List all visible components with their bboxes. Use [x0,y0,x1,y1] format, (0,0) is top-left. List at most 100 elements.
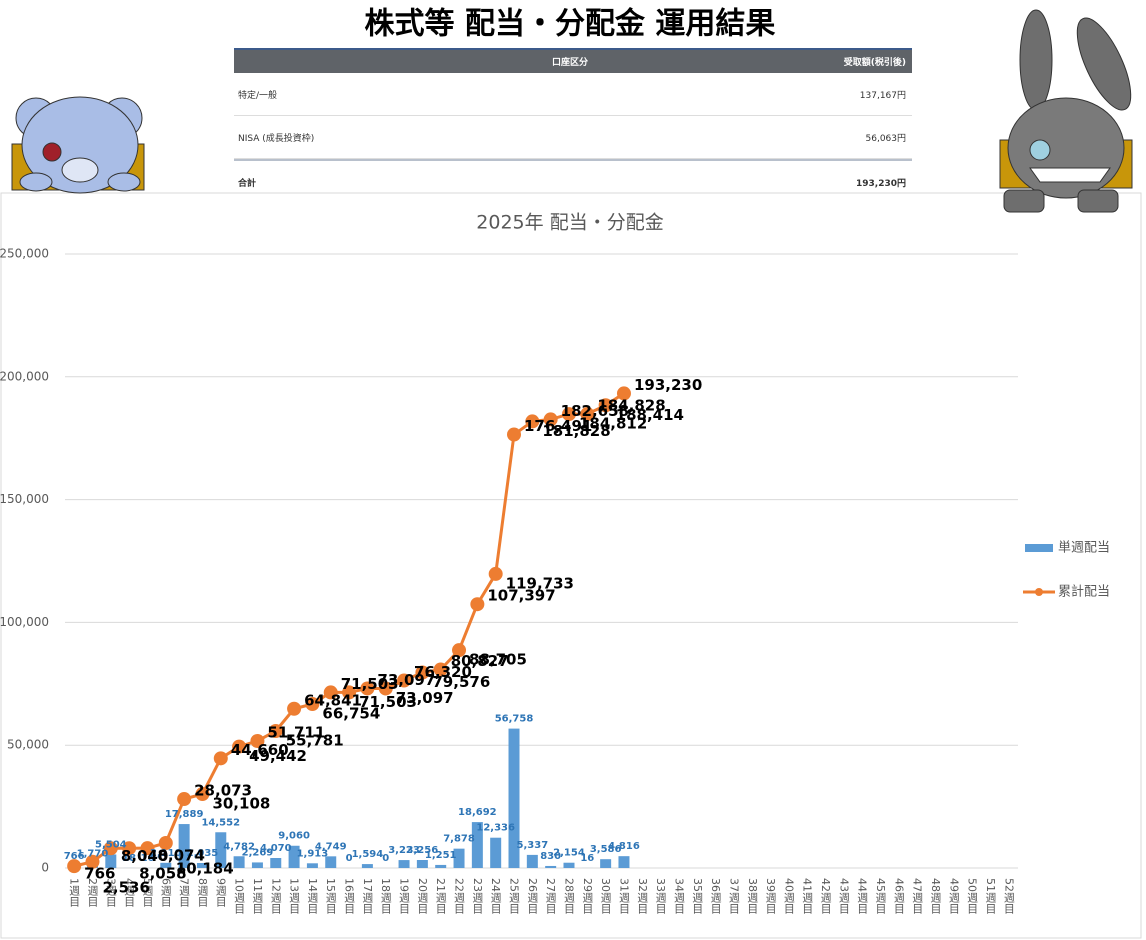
data-label: 3,223 [388,845,420,856]
x-tick-label: 52週目 [1002,878,1015,914]
x-tick-label: 17週目 [361,878,374,914]
line-marker [213,751,228,766]
x-tick-label: 48週目 [929,878,942,914]
x-tick-label: 18週目 [379,878,392,914]
data-label: 10,184 [176,859,234,877]
chart-frame [0,192,1142,939]
bar [325,856,337,868]
data-label: 14,552 [201,817,240,828]
line-marker [287,701,302,716]
line-marker [397,673,412,688]
bar [270,858,282,868]
y-tick-label: 150,000 [0,492,49,506]
bar [178,824,190,868]
data-label: 4,782 [223,841,255,852]
summary-table: 口座区分 受取額(税引後) 特定/一般 137,167円 NISA (成長投資枠… [234,48,912,203]
bar [508,728,520,868]
legend-swatch [1025,544,1053,552]
line-marker [525,414,540,429]
data-label: 17,889 [165,809,204,820]
data-label: 16 [580,853,594,864]
data-label: 830 [540,851,561,862]
header-cell: 受取額(税引後) [843,58,906,68]
line-marker [598,398,613,413]
data-label: 2,035 [187,848,219,859]
data-label: 3,256 [407,845,439,856]
data-label: 0 [382,853,389,864]
y-tick-label: 250,000 [0,247,49,261]
line-marker [616,386,631,401]
x-tick-label: 1週目 [68,878,81,907]
bar [490,837,502,868]
x-tick-label: 43週目 [837,878,850,914]
x-tick-label: 7週目 [178,878,191,907]
bar [398,860,410,868]
x-tick-label: 36週目 [709,878,722,914]
x-tick-label: 29週目 [581,878,594,914]
cell: 56,063円 [865,133,907,144]
data-label: 766 [84,865,115,883]
x-tick-label: 6週目 [159,878,172,907]
y-tick-label: 200,000 [0,369,49,383]
line-marker [158,835,173,850]
line-marker [195,787,210,802]
data-label: 188,414 [616,406,684,424]
x-tick-label: 40週目 [782,878,795,914]
data-label: 49,442 [249,747,307,765]
line-marker [488,566,503,581]
x-tick-label: 26週目 [526,878,539,914]
line-marker [268,724,283,739]
x-tick-label: 34週目 [672,878,685,914]
line-marker [323,685,338,700]
data-label: 107,397 [487,587,555,605]
bar [215,832,227,868]
data-label: 73,097 [377,671,435,689]
data-label: 8,040 [121,847,168,865]
line-marker [67,859,82,874]
x-tick-label: 2週目 [86,878,99,907]
x-tick-label: 35週目 [691,878,704,914]
bear-illustration [11,96,145,194]
table-header: 口座区分 受取額(税引後) [234,48,912,73]
data-label: 44,660 [231,741,289,759]
data-label: 184,812 [579,415,647,433]
data-label: 4,816 [608,841,640,852]
x-tick-label: 21週目 [434,878,447,914]
bar [618,856,630,868]
data-label: 3,586 [590,844,622,855]
x-tick-label: 30週目 [599,878,612,914]
x-tick-label: 23週目 [471,878,484,914]
line-marker [305,697,320,712]
line-marker [140,841,155,856]
cell: 193,230円 [856,178,906,189]
line-marker [232,739,247,754]
data-label: 71,503 [359,693,417,711]
line-marker [103,841,118,856]
bar [288,845,300,868]
x-tick-label: 31週目 [617,878,630,914]
data-label: 5,337 [517,840,549,851]
data-label: 18,692 [458,807,497,818]
cell: NISA (成長投資枠) [238,133,315,144]
rabbit-illustration [999,9,1133,213]
x-tick-label: 51週目 [984,878,997,914]
bar [526,854,538,868]
legend-label: 単週配当 [1058,540,1110,556]
cell: 特定/一般 [238,90,278,101]
data-label: 5,504 [95,839,127,850]
y-tick-label: 0 [41,861,49,875]
x-tick-label: 44週目 [856,878,869,914]
data-label: 12,336 [476,823,515,834]
data-label: 73,097 [396,689,454,707]
x-tick-label: 47週目 [911,878,924,914]
bar [306,863,318,868]
x-tick-label: 27週目 [544,878,557,914]
data-label: 51,711 [267,723,325,741]
data-label: 1,594 [352,849,384,860]
data-label: 76,320 [414,663,472,681]
x-tick-label: 4週目 [123,878,136,907]
data-label: 2,269 [242,847,274,858]
data-label: 176,491 [524,417,592,435]
